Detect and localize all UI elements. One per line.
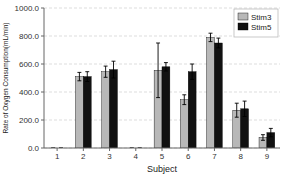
- y-tick-label: 200.0: [19, 116, 40, 125]
- legend-label: Stim3: [251, 13, 272, 22]
- error-bar: [77, 72, 81, 80]
- legend-swatch: [238, 23, 248, 30]
- error-bar: [182, 95, 186, 105]
- bars: [51, 33, 275, 148]
- bar: [83, 77, 91, 148]
- x-axis-label: Subject: [147, 164, 178, 174]
- error-bar: [156, 43, 160, 98]
- y-tick-label: 800.0: [19, 32, 40, 41]
- error-bar: [261, 135, 265, 141]
- y-tick-label: 1000.0: [15, 4, 40, 13]
- grid-line: [44, 64, 280, 65]
- legend-swatch: [238, 13, 248, 20]
- error-bar: [269, 128, 273, 136]
- y-axis-label: Rate of Oxygen Consumption(mL/min): [2, 23, 10, 134]
- bar: [102, 72, 110, 148]
- legend-label: Stim5: [251, 23, 272, 32]
- x-tick-label: 7: [212, 152, 217, 161]
- x-tick-label: 1: [55, 152, 60, 161]
- y-tick-label: 0.0: [28, 144, 40, 153]
- error-bar: [209, 33, 213, 41]
- grid-line: [44, 8, 280, 9]
- bar: [188, 72, 196, 148]
- error-bar: [190, 64, 194, 79]
- y-tick-label: 600.0: [19, 60, 40, 69]
- error-bar: [216, 38, 220, 48]
- legend: Stim3Stim5: [234, 9, 278, 37]
- x-tick-label: 6: [186, 152, 191, 161]
- x-tick-label: 8: [238, 152, 243, 161]
- grid-line: [44, 148, 280, 149]
- x-tick-label: 9: [265, 152, 270, 161]
- error-bar: [164, 63, 168, 71]
- bar: [110, 70, 118, 148]
- chart: 0.0 200.0 400.0 600.0 800.0 1000.0 1 2 3 4 5 6 7 8 9 Su…: [0, 0, 286, 176]
- error-bar: [235, 103, 239, 117]
- x-tick-label: 5: [160, 152, 165, 161]
- error-bar: [104, 66, 108, 77]
- bar: [75, 77, 83, 148]
- bar: [162, 67, 170, 148]
- error-bar: [112, 61, 116, 78]
- error-bar: [85, 72, 89, 82]
- y-tick-label: 400.0: [19, 88, 40, 97]
- x-tick-label: 2: [81, 152, 86, 161]
- error-bar: [243, 101, 247, 116]
- x-axis: [44, 148, 280, 149]
- x-tick-label: 3: [107, 152, 112, 161]
- bar: [207, 37, 215, 148]
- x-tick-label: 4: [134, 152, 139, 161]
- legend-box: [234, 9, 278, 37]
- bar: [214, 43, 222, 148]
- bar: [180, 100, 188, 148]
- y-axis: [44, 8, 45, 148]
